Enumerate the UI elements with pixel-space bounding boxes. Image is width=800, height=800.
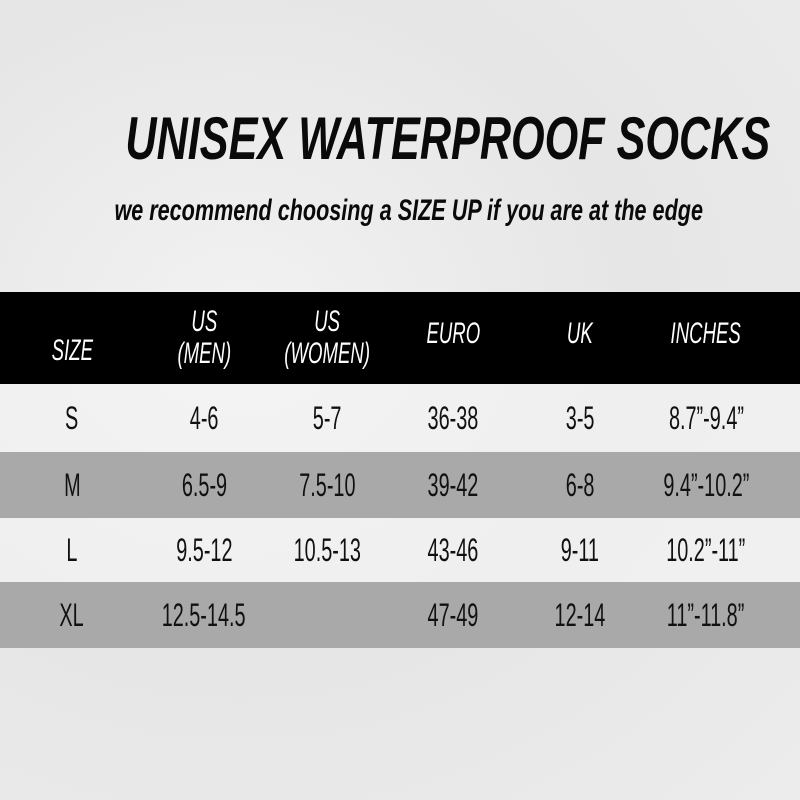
cell-euro: 36-38 <box>427 399 479 436</box>
cell-inches: 9.4”-10.2” <box>662 466 749 503</box>
header-line: (MEN) <box>177 337 231 370</box>
cell-uk: 3-5 <box>565 399 595 436</box>
table-row: XL 12.5-14.5 47-49 12-14 11”-11.8” <box>0 582 800 648</box>
table-row: L 9.5-12 10.5-13 43-46 9-11 10.2”-11” <box>0 518 800 582</box>
table-row: M 6.5-9 7.5-10 39-42 6-8 9.4”-10.2” <box>0 452 800 518</box>
header-line: US <box>191 305 217 338</box>
cell-us-women: 5-7 <box>312 399 342 436</box>
cell-euro: 39-42 <box>427 466 479 503</box>
cell-euro: 43-46 <box>427 531 479 568</box>
cell-size: S <box>65 399 79 436</box>
table-row: S 4-6 5-7 36-38 3-5 8.7”-9.4” <box>0 384 800 452</box>
cell-inches: 8.7”-9.4” <box>668 399 744 436</box>
cell-size: XL <box>59 596 85 633</box>
cell-inches: 11”-11.8” <box>667 596 745 633</box>
header-line: (WOMEN) <box>284 337 370 370</box>
header-us-women: US (WOMEN) <box>257 292 397 384</box>
cell-euro: 47-49 <box>427 596 479 633</box>
cell-us-men: 4-6 <box>189 399 219 436</box>
cell-us-men: 6.5-9 <box>181 466 227 503</box>
cell-size: L <box>66 531 78 568</box>
cell-uk: 12-14 <box>554 596 606 633</box>
header-us-men: US (MEN) <box>134 292 274 384</box>
size-chart-table: SIZE US (MEN) US (WOMEN) EURO UK INCHES S 4-6 5-7… <box>0 292 800 648</box>
cell-us-men: 9.5-12 <box>175 531 233 568</box>
table-header: SIZE US (MEN) US (WOMEN) EURO UK INCHES <box>0 292 800 384</box>
subtitle: we recommend choosing a SIZE UP if you a… <box>114 194 703 227</box>
header-line: US <box>314 305 340 338</box>
header-euro: EURO <box>383 292 523 384</box>
cell-uk: 6-8 <box>565 466 595 503</box>
header-line: SIZE <box>51 334 93 367</box>
header-uk: UK <box>510 292 650 384</box>
cell-inches: 10.2”-11” <box>666 531 746 568</box>
header-line: EURO <box>426 317 480 350</box>
header-size: SIZE <box>2 292 142 384</box>
cell-uk: 9-11 <box>560 531 600 568</box>
cell-size: M <box>63 466 81 503</box>
cell-us-women: 7.5-10 <box>298 466 356 503</box>
cell-us-women <box>257 582 397 648</box>
cell-us-men: 12.5-14.5 <box>162 596 246 633</box>
page-title: UNISEX WATERPROOF SOCKS <box>125 105 771 172</box>
header-line: INCHES <box>670 317 742 350</box>
header-inches: INCHES <box>636 292 776 384</box>
cell-us-women: 10.5-13 <box>293 531 361 568</box>
header-line: UK <box>567 317 593 350</box>
